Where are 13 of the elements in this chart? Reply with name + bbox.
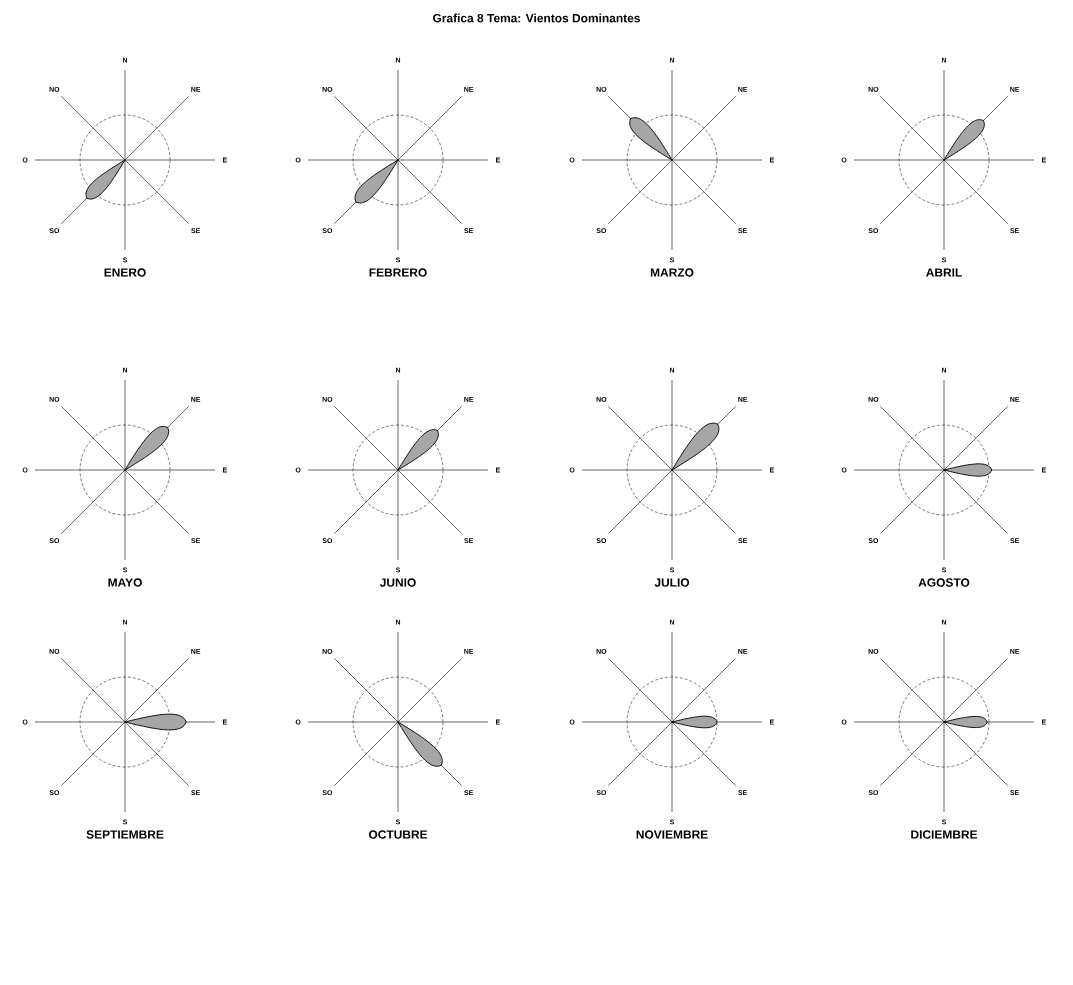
text: JUNIO xyxy=(379,578,416,587)
text: ABRIL xyxy=(926,268,962,277)
text: ENERO xyxy=(104,268,146,277)
text: MAYO xyxy=(108,578,142,587)
text: JULIO xyxy=(654,578,690,587)
text: MARZO xyxy=(650,268,694,277)
text: NOVIEMBRE xyxy=(636,830,708,839)
text: DICIEMBRE xyxy=(911,830,978,839)
text: AGOSTO xyxy=(918,578,970,587)
text: FEBRERO xyxy=(369,268,427,277)
text: Grafica 8 Tema: Vientos Dominantes xyxy=(433,13,640,23)
text: SEPTIEMBRE xyxy=(86,830,164,839)
text: OCTUBRE xyxy=(368,830,428,839)
